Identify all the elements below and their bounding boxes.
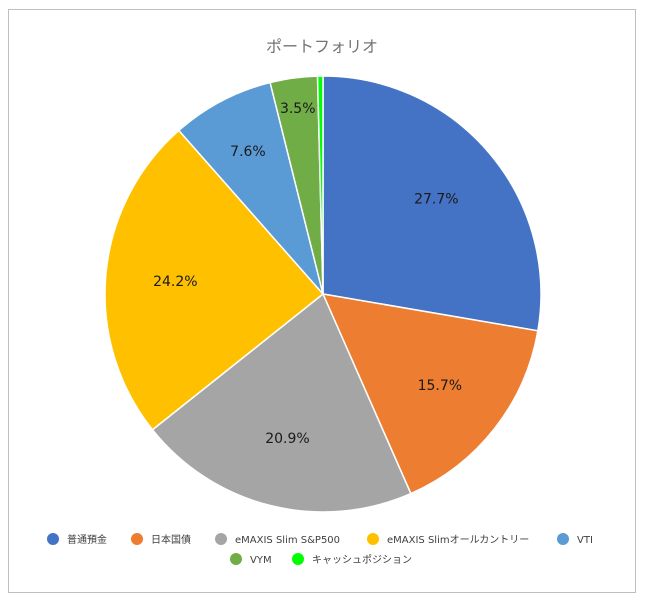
pie-slices: [104, 75, 542, 513]
legend-marker-0: [47, 533, 59, 545]
legend: 普通預金 日本国債 eMAXIS Slim S&P500 eMAXIS Slimオール…: [47, 533, 593, 566]
legend-marker-4: [557, 533, 569, 545]
legend-label-4: VTI: [577, 535, 593, 546]
data-label-1: 15.7%: [418, 378, 462, 394]
legend-label-1: 日本国債: [151, 533, 191, 546]
legend-entry-5: VYM: [230, 553, 272, 566]
legend-entry-0: 普通預金: [47, 533, 107, 546]
legend-marker-2: [215, 533, 227, 545]
data-label-0: 27.7%: [414, 191, 458, 207]
data-labels: 27.7% 15.7% 20.9% 24.2% 7.6% 3.5%: [153, 101, 462, 447]
legend-marker-5: [230, 553, 242, 565]
pie-slice-6: [316, 75, 324, 295]
data-label-2: 20.9%: [265, 431, 309, 447]
legend-label-5: VYM: [250, 555, 272, 566]
legend-marker-3: [367, 533, 379, 545]
legend-entry-2: eMAXIS Slim S&P500: [215, 533, 340, 546]
chart-title: ポートフォリオ: [266, 37, 378, 56]
data-label-3: 24.2%: [153, 274, 197, 290]
legend-entry-4: VTI: [557, 533, 593, 546]
legend-entry-1: 日本国債: [131, 533, 191, 546]
legend-marker-1: [131, 533, 143, 545]
legend-marker-6: [292, 553, 304, 565]
legend-label-3: eMAXIS Slimオールカントリー: [387, 534, 529, 546]
pie-slice-2: [151, 292, 412, 513]
legend-entry-3: eMAXIS Slimオールカントリー: [367, 533, 529, 546]
data-label-5: 3.5%: [280, 101, 316, 117]
legend-label-0: 普通預金: [67, 533, 107, 546]
pie-slice-4: [177, 81, 324, 295]
legend-label-2: eMAXIS Slim S&P500: [235, 535, 340, 546]
pie-slice-1: [321, 293, 539, 495]
pie-slice-3: [104, 129, 325, 431]
legend-label-6: キャッシュポジション: [312, 554, 412, 566]
pie-slice-0: [322, 75, 542, 332]
legend-entry-6: キャッシュポジション: [292, 553, 412, 566]
data-label-4: 7.6%: [230, 144, 266, 160]
